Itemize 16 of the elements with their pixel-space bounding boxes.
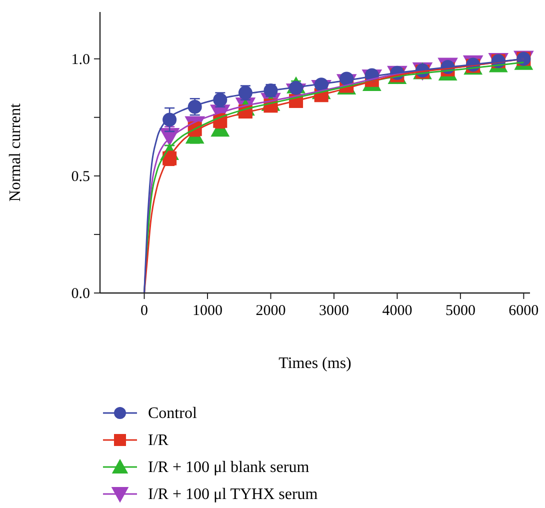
x-tick-label: 5000 bbox=[445, 303, 476, 319]
x-tick-label: 3000 bbox=[318, 303, 349, 319]
legend-label: I/R + 100 μl blank serum bbox=[148, 459, 310, 476]
legend-label: Control bbox=[148, 405, 198, 422]
x-tick-label: 1000 bbox=[192, 303, 222, 319]
y-tick-label: 0.0 bbox=[71, 286, 90, 302]
x-tick-label: 4000 bbox=[382, 303, 412, 319]
y-tick-label: 1.0 bbox=[71, 52, 90, 68]
x-tick-label: 6000 bbox=[508, 303, 539, 319]
y-tick-label: 0.5 bbox=[71, 168, 90, 185]
legend-label: I/R + 100 μl TYHX serum bbox=[148, 486, 318, 503]
y-axis-title: Normal current bbox=[7, 102, 24, 202]
x-tick-label: 0 bbox=[140, 303, 148, 319]
legend-label: I/R bbox=[148, 432, 169, 449]
x-tick-label: 2000 bbox=[256, 303, 286, 319]
x-axis-title: Times (ms) bbox=[278, 355, 352, 372]
